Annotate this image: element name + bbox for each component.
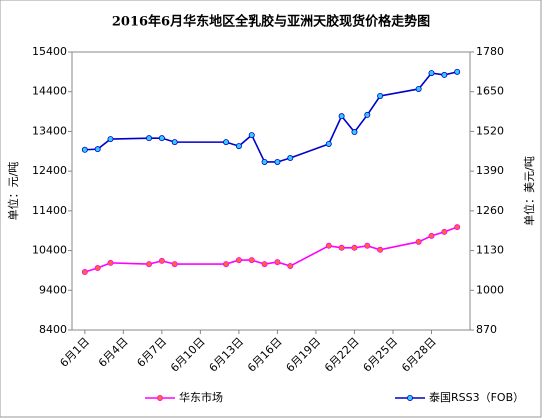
data-point	[338, 113, 345, 120]
data-point	[364, 111, 371, 118]
data-point	[171, 261, 178, 268]
y-tick-label: 14400	[32, 85, 67, 98]
data-point	[351, 129, 358, 136]
data-point	[454, 224, 461, 231]
y-tick-label: 12400	[32, 164, 67, 177]
data-point	[146, 261, 153, 268]
data-point	[171, 139, 178, 146]
data-point	[325, 140, 332, 147]
data-point	[107, 136, 114, 143]
y2-tick-label: 1000	[476, 283, 504, 296]
data-point	[351, 244, 358, 251]
legend-marker	[156, 394, 163, 401]
data-point	[377, 92, 384, 99]
data-point	[223, 139, 230, 146]
y-tick-label: 15400	[32, 45, 67, 58]
y-axis-title: 单位：元/吨	[6, 162, 20, 221]
y2-tick-label: 870	[476, 323, 497, 336]
data-point	[94, 146, 101, 153]
legend-marker	[406, 394, 413, 401]
data-point	[248, 132, 255, 139]
legend-label: 华东市场	[179, 390, 223, 404]
data-point	[415, 85, 422, 92]
data-point	[377, 246, 384, 253]
data-point	[158, 257, 165, 264]
data-point	[146, 135, 153, 142]
y-tick-label: 13400	[32, 124, 67, 137]
data-point	[287, 155, 294, 162]
y2-tick-label: 1650	[476, 85, 504, 98]
data-point	[235, 143, 242, 150]
y2-tick-label: 1520	[476, 124, 504, 137]
chart-title: 2016年6月华东地区全乳胶与亚洲天胶现货价格走势图	[112, 14, 430, 30]
data-point	[261, 158, 268, 165]
y2-tick-label: 1390	[476, 164, 504, 177]
data-point	[94, 265, 101, 272]
data-point	[325, 242, 332, 249]
y-tick-label: 11400	[32, 204, 67, 217]
y2-tick-label: 1130	[476, 244, 504, 257]
legend-label: 泰国RSS3（FOB）	[429, 390, 524, 404]
data-point	[287, 263, 294, 270]
data-point	[248, 257, 255, 264]
data-point	[274, 158, 281, 165]
y2-tick-label: 1780	[476, 45, 504, 58]
y2-tick-label: 1260	[476, 204, 504, 217]
y-tick-label: 9400	[39, 283, 67, 296]
data-point	[158, 135, 165, 142]
data-point	[454, 68, 461, 75]
data-point	[235, 257, 242, 264]
plot-area	[71, 51, 471, 331]
data-point	[441, 71, 448, 78]
y2-axis-title: 单位：美元/吨	[522, 156, 536, 226]
y-tick-label: 8400	[39, 323, 67, 336]
y-tick-label: 10400	[32, 244, 67, 257]
data-point	[428, 70, 435, 77]
data-point	[107, 259, 114, 266]
data-point	[274, 259, 281, 266]
data-point	[261, 261, 268, 268]
data-point	[338, 244, 345, 251]
data-point	[441, 228, 448, 235]
data-point	[223, 261, 230, 268]
data-point	[415, 238, 422, 245]
data-point	[81, 146, 88, 153]
data-point	[364, 242, 371, 249]
data-point	[81, 269, 88, 276]
data-point	[428, 232, 435, 239]
